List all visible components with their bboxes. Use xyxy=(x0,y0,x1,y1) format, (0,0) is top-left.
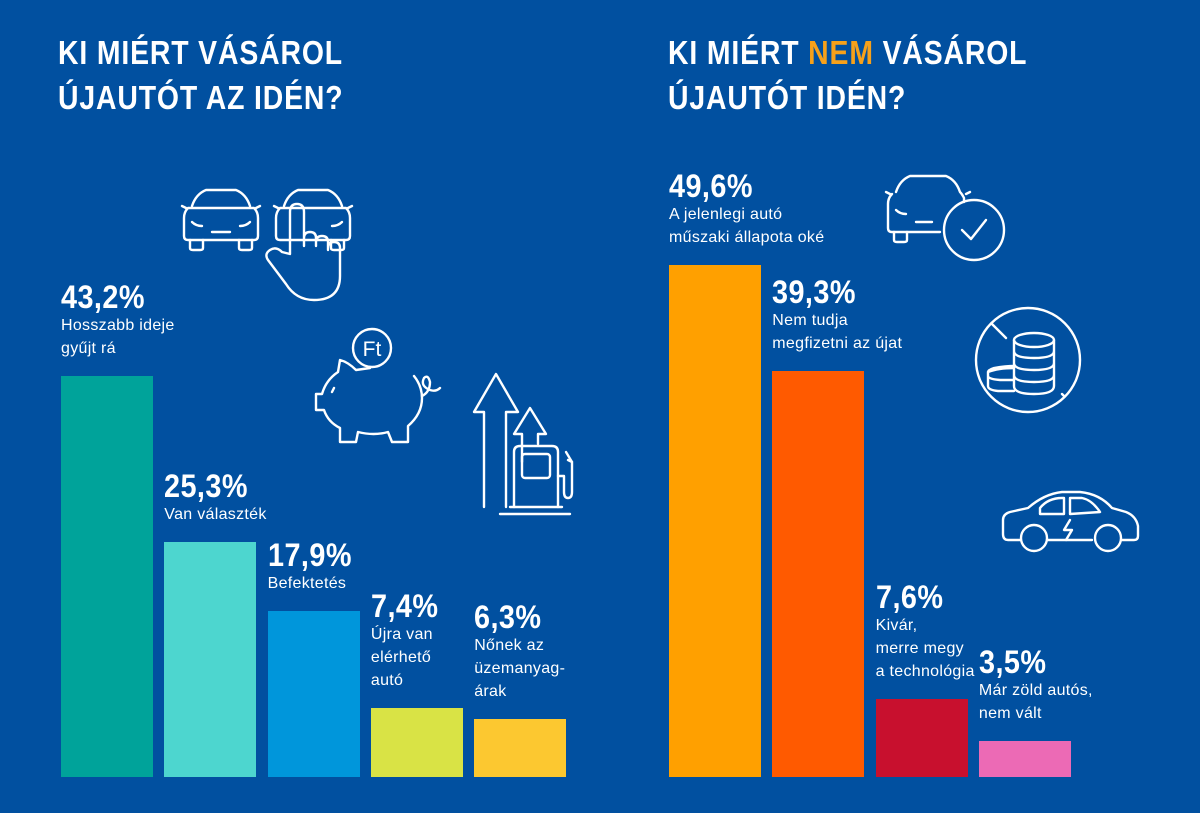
forint-symbol: Ft xyxy=(363,338,382,361)
category-label: Már zöld autós, nem vált xyxy=(978,681,1093,722)
bar-4 xyxy=(978,740,1071,777)
category-label: Befektetés xyxy=(267,574,347,592)
category-label: Nőnek az üzemanyag- árak xyxy=(474,636,566,700)
piggy-bank-forint-icon: Ft xyxy=(314,327,442,444)
bar-5 xyxy=(474,718,567,777)
left-chart-title: KI MIÉRT VÁSÁROL ÚJAUTÓT AZ IDÉN? xyxy=(58,30,343,120)
fuel-price-rising-icon xyxy=(472,372,574,516)
bar-label-3: 7,6% Kivár, merre megy a technológia xyxy=(876,580,1076,683)
bar-label-5: 6,3% Nőnek az üzemanyag- árak xyxy=(474,600,674,703)
bar-label-3: 17,9% Befektetés xyxy=(268,538,468,595)
pointing-hand-icon xyxy=(265,202,342,302)
category-label: Újra van elérhető autó xyxy=(370,626,433,690)
right-title-line-2: ÚJAUTÓT IDÉN? xyxy=(668,79,907,116)
car-front-icon xyxy=(272,188,354,252)
title-highlight-nem: NEM xyxy=(808,34,874,71)
title-part: KI MIÉRT xyxy=(668,34,809,71)
bar-4 xyxy=(370,708,463,777)
value-label: 49,6% xyxy=(669,168,753,205)
no-money-coins-icon xyxy=(974,306,1082,414)
right-title-line-1: KI MIÉRT NEM VÁSÁROL xyxy=(668,30,1027,75)
value-label: 7,4% xyxy=(370,588,439,625)
category-label: Kivár, merre megy a technológia xyxy=(875,616,975,680)
category-label: Nem tudja megfizetni az újat xyxy=(772,312,903,353)
value-label: 39,3% xyxy=(772,274,857,311)
bar-label-1: 43,2% Hosszabb ideje gyűjt rá xyxy=(61,280,261,360)
bar-3 xyxy=(267,610,360,777)
left-title-line-1: KI MIÉRT VÁSÁROL xyxy=(58,34,343,71)
value-label: 43,2% xyxy=(61,279,145,316)
value-label: 7,6% xyxy=(875,578,944,615)
bar-1 xyxy=(669,265,761,777)
electric-car-icon xyxy=(1001,490,1140,553)
right-chart-title: KI MIÉRT NEM VÁSÁROL ÚJAUTÓT IDÉN? xyxy=(668,30,1027,120)
value-label: 6,3% xyxy=(474,598,542,635)
bar-label-2: 39,3% Nem tudja megfizetni az újat xyxy=(772,275,972,355)
bar-label-2: 25,3% Van választék xyxy=(164,469,364,526)
category-label: Van választék xyxy=(164,506,267,524)
bar-label-4: 3,5% Már zöld autós, nem vált xyxy=(979,645,1179,725)
bar-2 xyxy=(164,542,257,777)
bar-label-4: 7,4% Újra van elérhető autó xyxy=(371,589,571,692)
value-label: 17,9% xyxy=(267,536,352,573)
bar-1 xyxy=(61,376,153,777)
left-title-line-2: ÚJAUTÓT AZ IDÉN? xyxy=(58,79,344,116)
value-label: 25,3% xyxy=(164,468,249,505)
two-cars-hand-select-icon xyxy=(180,188,354,302)
value-label: 3,5% xyxy=(978,643,1047,680)
bar-label-1: 49,6% A jelenlegi autó műszaki állapota o… xyxy=(669,169,869,249)
bar-3 xyxy=(875,698,968,777)
title-part: VÁSÁROL xyxy=(873,34,1028,71)
bar-2 xyxy=(772,371,865,777)
car-front-icon xyxy=(180,188,262,252)
category-label: Hosszabb ideje gyűjt rá xyxy=(61,317,175,358)
category-label: A jelenlegi autó műszaki állapota oké xyxy=(669,206,825,247)
car-checkmark-icon xyxy=(884,174,1006,262)
